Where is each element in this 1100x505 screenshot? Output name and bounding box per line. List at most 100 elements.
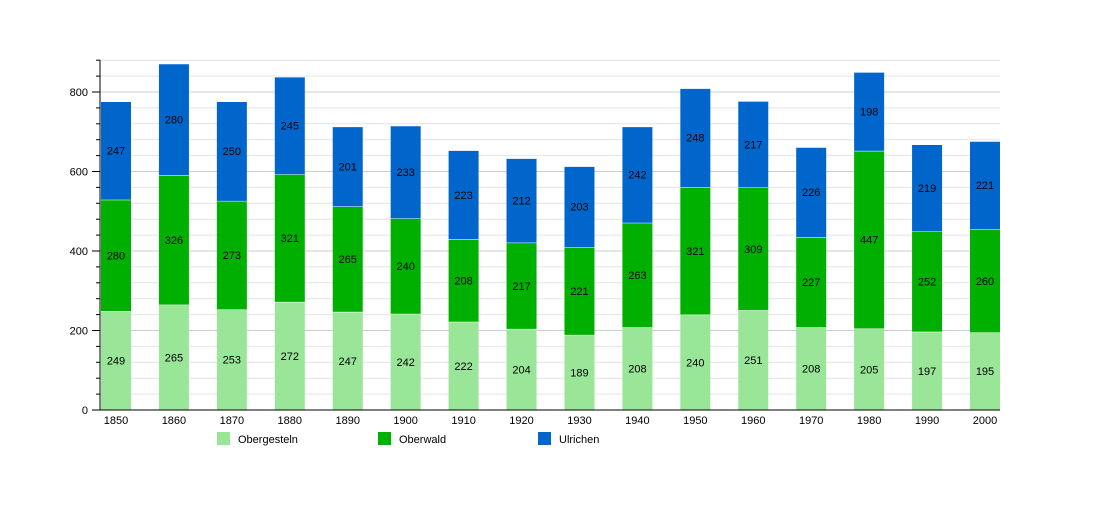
bar-segment-ulrichen bbox=[274, 76, 305, 175]
data-label: 245 bbox=[281, 121, 299, 133]
data-label: 309 bbox=[744, 244, 762, 256]
data-label: 265 bbox=[339, 254, 357, 266]
bar-segment-obergesteln bbox=[622, 327, 653, 410]
data-label: 260 bbox=[976, 276, 994, 288]
data-label: 321 bbox=[686, 246, 704, 258]
data-label: 242 bbox=[396, 357, 414, 369]
bar-segment-oberwald bbox=[680, 187, 711, 315]
bar-segment-ulrichen bbox=[912, 144, 943, 232]
y-tick-label: 200 bbox=[70, 326, 88, 338]
bar-segment-obergesteln bbox=[390, 313, 421, 410]
x-tick-label: 1860 bbox=[162, 415, 186, 427]
data-label: 203 bbox=[570, 202, 588, 214]
x-tick-label: 1990 bbox=[915, 415, 939, 427]
data-label: 204 bbox=[512, 364, 530, 376]
data-label: 272 bbox=[281, 351, 299, 363]
bar-segment-oberwald bbox=[796, 237, 827, 328]
data-label: 227 bbox=[802, 277, 820, 289]
data-label: 240 bbox=[396, 261, 414, 273]
bar-segment-obergesteln bbox=[101, 311, 131, 410]
data-label: 217 bbox=[744, 139, 762, 151]
y-tick-label: 400 bbox=[70, 246, 88, 258]
data-label: 240 bbox=[686, 357, 704, 369]
bar-segment-ulrichen bbox=[158, 63, 189, 176]
x-tick-label: 1850 bbox=[104, 415, 128, 427]
data-label: 226 bbox=[802, 187, 820, 199]
bar-segment-oberwald bbox=[506, 242, 537, 329]
x-tick-label: 1940 bbox=[625, 415, 649, 427]
legend-label: Obergesteln bbox=[238, 434, 298, 446]
data-label: 219 bbox=[918, 183, 936, 195]
data-label: 189 bbox=[570, 367, 588, 379]
data-label: 321 bbox=[281, 233, 299, 245]
bar-segment-ulrichen bbox=[448, 150, 479, 240]
legend-label: Ulrichen bbox=[559, 434, 599, 446]
data-label: 205 bbox=[860, 364, 878, 376]
data-label: 250 bbox=[223, 146, 241, 158]
bar-segment-ulrichen bbox=[564, 166, 595, 248]
bar-segment-obergesteln bbox=[158, 304, 189, 410]
bar-segment-ulrichen bbox=[680, 88, 711, 188]
bar-segment-ulrichen bbox=[506, 158, 537, 243]
data-label: 212 bbox=[512, 196, 530, 208]
bar-segment-obergesteln bbox=[216, 309, 247, 410]
data-label: 248 bbox=[686, 133, 704, 145]
data-label: 195 bbox=[976, 366, 994, 378]
y-tick-label: 0 bbox=[82, 405, 88, 417]
bar-segment-obergesteln bbox=[680, 314, 711, 410]
data-label: 280 bbox=[165, 114, 183, 126]
x-tick-label: 1880 bbox=[278, 415, 302, 427]
data-label: 208 bbox=[454, 275, 472, 287]
bar-segment-ulrichen bbox=[390, 125, 421, 219]
data-label: 247 bbox=[107, 146, 125, 158]
y-tick-label: 800 bbox=[70, 87, 88, 99]
bar-segment-oberwald bbox=[738, 187, 769, 311]
data-label: 326 bbox=[165, 235, 183, 247]
data-label: 249 bbox=[107, 356, 125, 368]
data-label: 251 bbox=[744, 355, 762, 367]
data-label: 265 bbox=[165, 352, 183, 364]
bar-segment-oberwald bbox=[274, 174, 305, 302]
data-label: 252 bbox=[918, 277, 936, 289]
bar-segment-oberwald bbox=[564, 247, 595, 335]
bar-segment-obergesteln bbox=[332, 311, 363, 410]
data-label: 208 bbox=[628, 364, 646, 376]
y-tick-label: 600 bbox=[70, 167, 88, 179]
data-label: 263 bbox=[628, 270, 646, 282]
data-label: 273 bbox=[223, 250, 241, 262]
data-label: 253 bbox=[223, 355, 241, 367]
data-label: 223 bbox=[454, 190, 472, 202]
legend-swatch bbox=[538, 432, 551, 445]
bar-segment-ulrichen bbox=[738, 101, 769, 188]
bar-segment-oberwald bbox=[332, 206, 363, 312]
data-label: 233 bbox=[396, 167, 414, 179]
data-label: 221 bbox=[570, 286, 588, 298]
bar-segment-oberwald bbox=[448, 239, 479, 322]
bar-segment-obergesteln bbox=[274, 301, 305, 410]
bar-segment-oberwald bbox=[158, 175, 189, 305]
x-tick-label: 1950 bbox=[683, 415, 707, 427]
legend-swatch bbox=[378, 432, 391, 445]
x-tick-label: 1960 bbox=[741, 415, 765, 427]
bar-segment-ulrichen bbox=[101, 101, 131, 200]
data-label: 208 bbox=[802, 364, 820, 376]
data-label: 198 bbox=[860, 106, 878, 118]
x-tick-label: 1900 bbox=[393, 415, 417, 427]
x-tick-label: 1970 bbox=[799, 415, 823, 427]
data-label: 247 bbox=[339, 356, 357, 368]
x-tick-label: 1980 bbox=[857, 415, 881, 427]
x-tick-label: 2000 bbox=[973, 415, 997, 427]
bar-segment-ulrichen bbox=[796, 147, 827, 238]
x-tick-label: 1920 bbox=[509, 415, 533, 427]
x-tick-label: 1870 bbox=[220, 415, 244, 427]
bar-segment-oberwald bbox=[622, 222, 653, 328]
bar-segment-obergesteln bbox=[448, 321, 479, 410]
legend-swatch bbox=[217, 432, 230, 445]
bar-segment-ulrichen bbox=[970, 141, 1000, 230]
bar-segment-oberwald bbox=[216, 200, 247, 310]
bar-segment-oberwald bbox=[912, 231, 943, 332]
bar-segment-obergesteln bbox=[738, 310, 769, 410]
legend-label: Oberwald bbox=[399, 434, 446, 446]
bar-segment-obergesteln bbox=[796, 327, 827, 410]
bar-segment-ulrichen bbox=[216, 101, 247, 201]
